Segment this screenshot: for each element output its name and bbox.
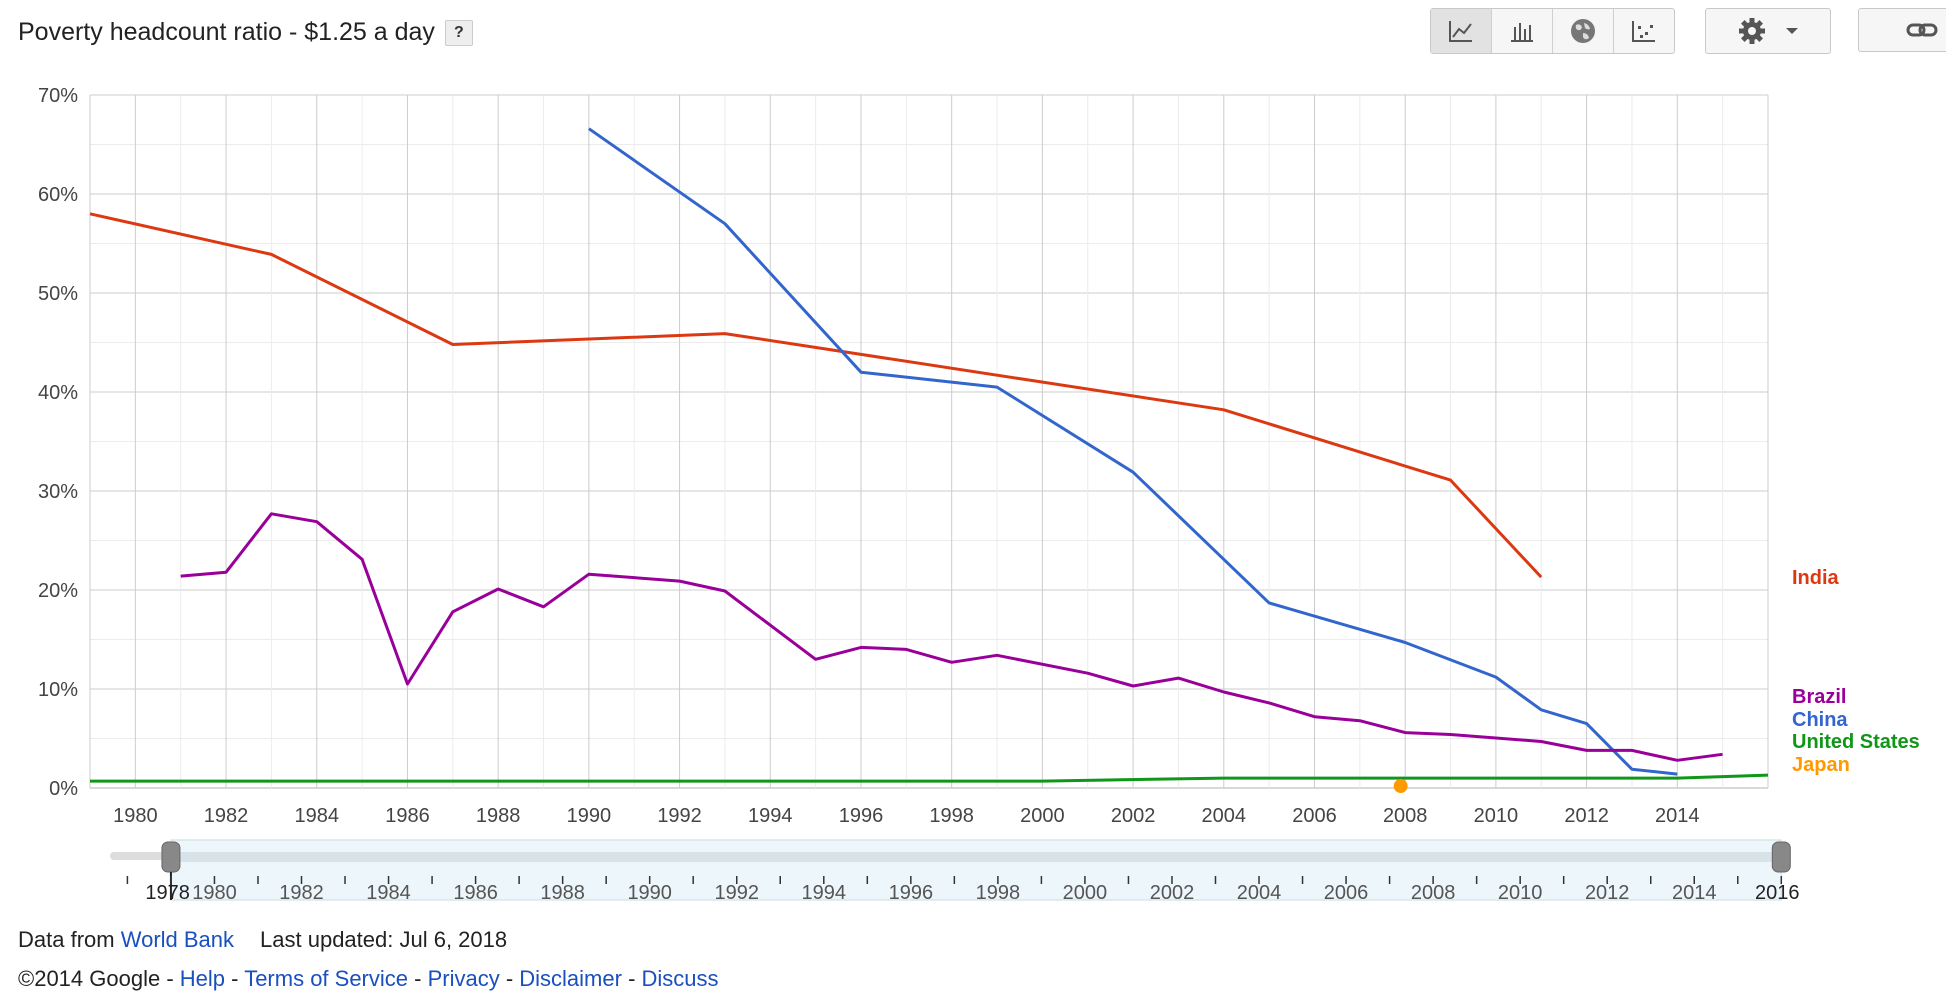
settings-menu-button[interactable] [1705,8,1831,54]
slider-min-label: 1978 [145,882,190,904]
y-tick-label: 50% [38,283,78,305]
copyright-text: ©2014 Google [18,966,161,991]
series-line-india[interactable] [89,212,1543,579]
slider-tick-label: 1998 [976,882,1021,904]
x-tick-label: 2014 [1655,805,1700,827]
y-tick-label: 0% [49,778,78,800]
x-tick-label: 1998 [929,805,974,827]
y-tick-label: 60% [38,184,78,206]
slider-left-handle[interactable] [161,841,181,873]
slider-tick-label: 1992 [714,882,759,904]
slider-tick-label: 1994 [802,882,847,904]
x-tick-label: 1984 [295,805,340,827]
y-tick-label: 10% [38,679,78,701]
line-chart: 0% 10% 20% 30% 40% 50% 60% 70% 1980 1982 1984 1986… [38,85,1920,904]
slider-tick-label: 1980 [192,882,237,904]
slider-tick-label: 2008 [1411,882,1456,904]
scatter-plot-icon [1632,21,1655,42]
slider-tick-label: 1988 [540,882,585,904]
bar-chart-button[interactable] [1492,9,1553,53]
x-tick-label: 1986 [385,805,430,827]
gear-icon [1739,18,1765,44]
y-axis: 0% 10% 20% 30% 40% 50% 60% 70% [38,85,78,800]
series-line-brazil[interactable] [180,512,1723,762]
slider-tick-label: 1982 [279,882,324,904]
x-tick-label: 1988 [476,805,521,827]
discuss-link[interactable]: Discuss [641,966,719,991]
map-chart-button[interactable] [1553,9,1614,53]
slider-tick-label: 2002 [1150,882,1195,904]
chart-grid [89,94,1769,789]
x-tick-label: 1980 [113,805,158,827]
link-icon [1906,23,1938,37]
help-button[interactable]: ? [444,20,473,47]
slider-tick-label: 2006 [1324,882,1369,904]
legend-label-united-states[interactable]: United States [1792,731,1920,753]
legend-label-india[interactable]: India [1792,567,1840,589]
slider-tick-label: 2010 [1498,882,1543,904]
line-chart-icon [1449,21,1472,42]
slider-track-inactive [110,852,171,860]
series-point-japan[interactable] [1393,779,1408,794]
share-link-button[interactable] [1858,8,1946,52]
line-chart-button[interactable] [1431,9,1492,53]
x-tick-label: 1990 [567,805,612,827]
privacy-link[interactable]: Privacy [427,966,500,991]
x-tick-label: 2006 [1292,805,1337,827]
x-tick-label: 2000 [1020,805,1065,827]
slider-tick-label: 1986 [453,882,498,904]
slider-track-active [170,852,1782,862]
x-axis: 1980 1982 1984 1986 1988 1990 1992 1994 1996 1998… [113,805,1699,827]
y-tick-label: 30% [38,481,78,503]
x-tick-label: 1982 [204,805,249,827]
chart-type-toolbar [1430,8,1675,54]
data-from-label: Data from [18,927,115,952]
y-tick-label: 70% [38,85,78,107]
legend-label-brazil[interactable]: Brazil [1792,686,1846,708]
x-tick-label: 2002 [1111,805,1156,827]
slider-tick-label: 1996 [889,882,934,904]
slider-tick-label: 1990 [627,882,672,904]
slider-tick-label: 2012 [1585,882,1630,904]
slider-right-handle[interactable] [1771,841,1791,873]
scatter-chart-button[interactable] [1614,9,1674,53]
slider-selected-range[interactable] [170,839,1782,901]
series-line-china[interactable] [588,127,1678,776]
legend-label-japan[interactable]: Japan [1792,754,1850,776]
x-tick-label: 2004 [1202,805,1247,827]
x-tick-label: 1992 [657,805,702,827]
y-tick-label: 20% [38,580,78,602]
slider-tick-label: 2000 [1063,882,1108,904]
slider-tick-label: 1984 [366,882,411,904]
range-slider[interactable]: 1980 1982 1984 1986 1988 1990 1992 1994 1996 1998… [110,839,1800,904]
x-tick-label: 2010 [1474,805,1519,827]
disclaimer-link[interactable]: Disclaimer [519,966,622,991]
x-tick-label: 1996 [839,805,884,827]
chart-title: Poverty headcount ratio - $1.25 a day [18,18,435,46]
footer-links: ©2014 Google - Help - Terms of Service -… [18,966,719,991]
chevron-down-icon [1786,28,1798,34]
slider-max-label: 2016 [1755,882,1800,904]
y-tick-label: 40% [38,382,78,404]
bar-chart-icon [1511,23,1533,42]
world-bank-link[interactable]: World Bank [120,927,235,952]
last-updated-text: Last updated: Jul 6, 2018 [260,927,508,952]
x-tick-label: 1994 [748,805,793,827]
data-source-line: Data from World Bank Last updated: Jul 6,… [18,927,507,953]
x-tick-label: 2012 [1564,805,1609,827]
chart-series [89,127,1769,794]
slider-tick-label: 2014 [1672,882,1717,904]
terms-of-service-link[interactable]: Terms of Service [244,966,409,991]
slider-tick-label: 2004 [1237,882,1282,904]
map-globe-icon [1571,19,1595,43]
series-line-united-states[interactable] [90,773,1769,783]
x-tick-label: 2008 [1383,805,1428,827]
legend-label-china[interactable]: China [1792,709,1848,731]
page-title: Poverty headcount ratio - $1.25 a day? [18,18,473,47]
help-link[interactable]: Help [179,966,226,991]
